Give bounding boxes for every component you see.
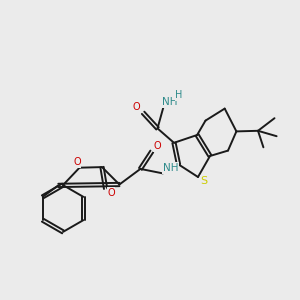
Text: H: H [176, 90, 183, 100]
Text: O: O [73, 157, 81, 167]
Text: S: S [200, 176, 208, 186]
Text: NH: NH [163, 163, 178, 173]
Text: O: O [153, 141, 161, 152]
Text: O: O [107, 188, 115, 198]
Text: NH: NH [162, 97, 178, 107]
Text: O: O [133, 102, 140, 112]
